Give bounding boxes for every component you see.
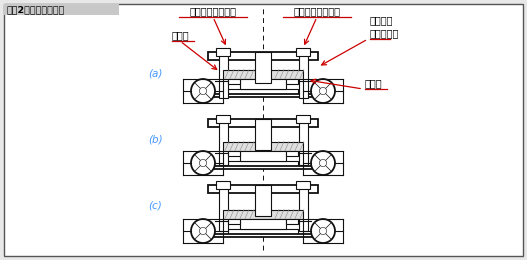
- Bar: [193, 166, 333, 168]
- Bar: [223, 69, 303, 79]
- Bar: [219, 119, 228, 165]
- Circle shape: [319, 228, 327, 235]
- Bar: [208, 52, 318, 60]
- Text: (c): (c): [148, 201, 162, 211]
- Bar: [286, 151, 298, 155]
- Circle shape: [311, 219, 335, 243]
- Bar: [296, 181, 310, 189]
- Bar: [223, 210, 303, 218]
- Bar: [216, 181, 230, 189]
- Bar: [286, 79, 298, 83]
- Circle shape: [191, 151, 215, 175]
- Bar: [298, 52, 307, 98]
- Circle shape: [191, 219, 215, 243]
- Bar: [298, 119, 307, 165]
- Circle shape: [199, 228, 207, 235]
- Bar: [298, 185, 307, 231]
- Bar: [4, 4, 119, 15]
- Bar: [208, 185, 318, 193]
- Bar: [228, 218, 240, 224]
- Bar: [228, 79, 240, 83]
- Bar: [296, 48, 310, 56]
- Bar: [228, 88, 298, 94]
- Text: カムドライバー２: カムドライバー２: [190, 6, 237, 16]
- Bar: [255, 185, 271, 216]
- Text: 【図2】カム動作説明: 【図2】カム動作説明: [7, 5, 65, 14]
- Bar: [240, 151, 286, 160]
- Bar: [296, 115, 310, 123]
- Bar: [240, 79, 286, 88]
- Text: カム２: カム２: [172, 30, 190, 40]
- Bar: [286, 218, 298, 224]
- Circle shape: [319, 159, 327, 167]
- Circle shape: [199, 159, 207, 167]
- Bar: [223, 141, 303, 151]
- Bar: [219, 185, 228, 231]
- Bar: [216, 115, 230, 123]
- Bar: [219, 52, 228, 98]
- Bar: [193, 233, 333, 237]
- Text: カムドライバー１: カムドライバー１: [294, 6, 340, 16]
- Bar: [228, 160, 298, 166]
- Bar: [208, 119, 318, 127]
- Bar: [193, 94, 333, 96]
- Circle shape: [199, 87, 207, 95]
- Circle shape: [311, 79, 335, 103]
- Text: (b): (b): [148, 135, 163, 145]
- Bar: [240, 218, 286, 229]
- Circle shape: [191, 79, 215, 103]
- Text: カム１: カム１: [365, 78, 383, 88]
- Circle shape: [311, 151, 335, 175]
- Circle shape: [319, 87, 327, 95]
- Bar: [255, 119, 271, 150]
- Bar: [228, 151, 240, 155]
- Text: リターン
スプリング: リターン スプリング: [370, 16, 399, 38]
- Bar: [228, 229, 298, 233]
- Text: (a): (a): [148, 68, 162, 78]
- Bar: [255, 52, 271, 83]
- Bar: [216, 48, 230, 56]
